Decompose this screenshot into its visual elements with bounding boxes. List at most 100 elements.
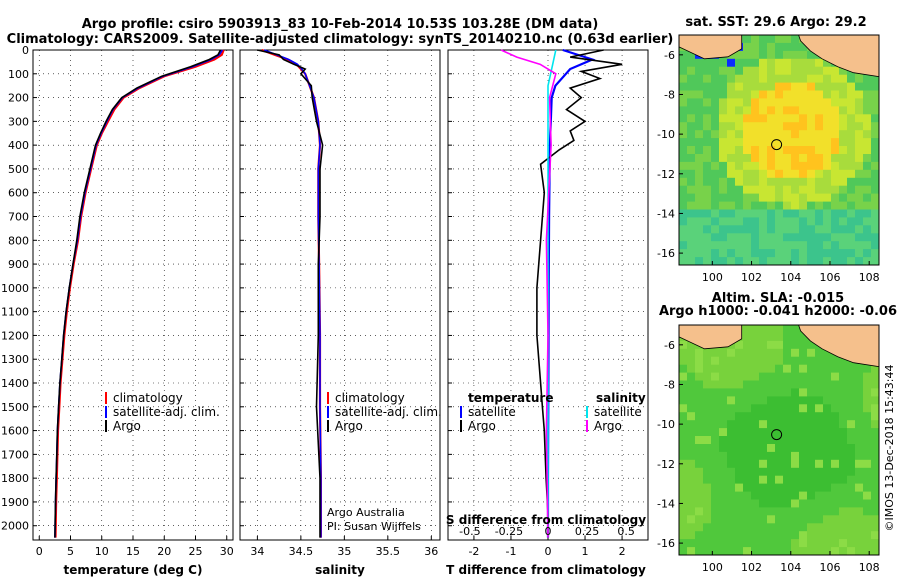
map-cell	[783, 507, 792, 516]
map-cell	[807, 428, 816, 437]
map-cell	[711, 177, 720, 187]
salinity-legend: climatology satellite-adj. clim. Argo	[327, 391, 442, 433]
map-cell	[751, 483, 760, 492]
map-cell	[727, 531, 736, 540]
map-cell	[751, 547, 760, 556]
map-cell	[815, 90, 824, 99]
map-cell	[839, 539, 848, 548]
map-cell	[711, 388, 720, 397]
map-cell	[823, 58, 832, 68]
map-cell	[759, 507, 768, 516]
map-cell	[687, 66, 696, 76]
map-cell	[815, 177, 824, 187]
map-cell	[719, 161, 728, 171]
map-cell	[839, 130, 848, 139]
map-cell	[847, 161, 856, 171]
map-cell	[767, 161, 776, 171]
map-cell	[831, 209, 840, 218]
map-cell	[799, 82, 808, 91]
map-cell	[719, 130, 728, 139]
map-cell	[783, 241, 792, 250]
map-cell	[799, 42, 808, 52]
map-cell	[863, 436, 872, 445]
map-cell	[871, 74, 880, 84]
map-cell	[727, 356, 736, 366]
map-cell	[679, 364, 688, 374]
map-cell	[727, 420, 736, 429]
map-cell	[767, 325, 776, 334]
map-cell	[823, 507, 832, 516]
map-cell	[855, 459, 864, 469]
map-cell	[743, 491, 752, 500]
map-cell	[719, 185, 728, 195]
map-cell	[703, 161, 712, 171]
map-cell	[839, 491, 848, 500]
map-cell	[783, 380, 792, 389]
map-cell	[735, 98, 744, 107]
map-cell	[791, 451, 800, 461]
map-cell	[863, 114, 872, 123]
map-cell	[847, 467, 856, 477]
map-cell	[791, 233, 800, 242]
map-cell	[679, 499, 688, 508]
map-cell	[831, 491, 840, 500]
map-cell	[751, 154, 760, 163]
map-cell	[807, 459, 816, 469]
map-cell	[783, 364, 792, 374]
map-cell	[831, 451, 840, 461]
map-cell	[791, 372, 800, 381]
map-cell	[711, 491, 720, 500]
map-cell	[759, 58, 768, 68]
map-cell	[871, 531, 880, 540]
legend-swatch-argo	[105, 420, 107, 432]
map-cell	[679, 412, 688, 421]
map-cell	[759, 332, 768, 342]
map-cell	[823, 420, 832, 429]
map-cell	[775, 130, 784, 139]
map-cell	[775, 467, 784, 477]
map-cell	[775, 177, 784, 187]
map-cell	[719, 412, 728, 421]
map-cell	[767, 547, 776, 556]
map-cell	[759, 185, 768, 195]
map-cell	[831, 106, 840, 115]
map-cell	[783, 531, 792, 540]
map-cell	[775, 185, 784, 195]
map-cell	[767, 66, 776, 76]
map-cell	[727, 114, 736, 123]
map-cell	[783, 58, 792, 68]
map-cell	[743, 539, 752, 548]
map-cell	[855, 436, 864, 445]
map-cell	[759, 451, 768, 461]
map-cell	[799, 249, 808, 258]
map-cell	[687, 58, 696, 68]
map-cell	[823, 388, 832, 397]
map-cell	[823, 459, 832, 469]
map-cell	[767, 193, 776, 202]
temperature-xlabel: temperature (deg C)	[64, 563, 203, 577]
map-cell	[831, 539, 840, 548]
map-cell	[735, 146, 744, 155]
map-cell	[735, 547, 744, 556]
map-cell	[807, 122, 816, 131]
map-cell	[735, 467, 744, 477]
map-cell	[711, 412, 720, 421]
map-cell	[719, 169, 728, 179]
depth-tick-label: 1300	[1, 353, 29, 366]
map-cell	[823, 404, 832, 413]
map-cell	[679, 249, 688, 258]
map-cell	[847, 491, 856, 500]
map-cell	[847, 428, 856, 437]
map-cell	[703, 396, 712, 405]
map-cell	[679, 122, 688, 131]
map-cell	[807, 388, 816, 397]
map-cell	[815, 475, 824, 485]
map-cell	[695, 233, 704, 242]
map-cell	[839, 451, 848, 461]
map-cell	[799, 491, 808, 500]
map-cell	[751, 531, 760, 540]
map-cell	[815, 106, 824, 115]
header-line-2: Climatology: CARS2009. Satellite-adjuste…	[7, 32, 674, 47]
map-x-tick-label: 100	[702, 561, 723, 574]
map-cell	[727, 257, 736, 266]
